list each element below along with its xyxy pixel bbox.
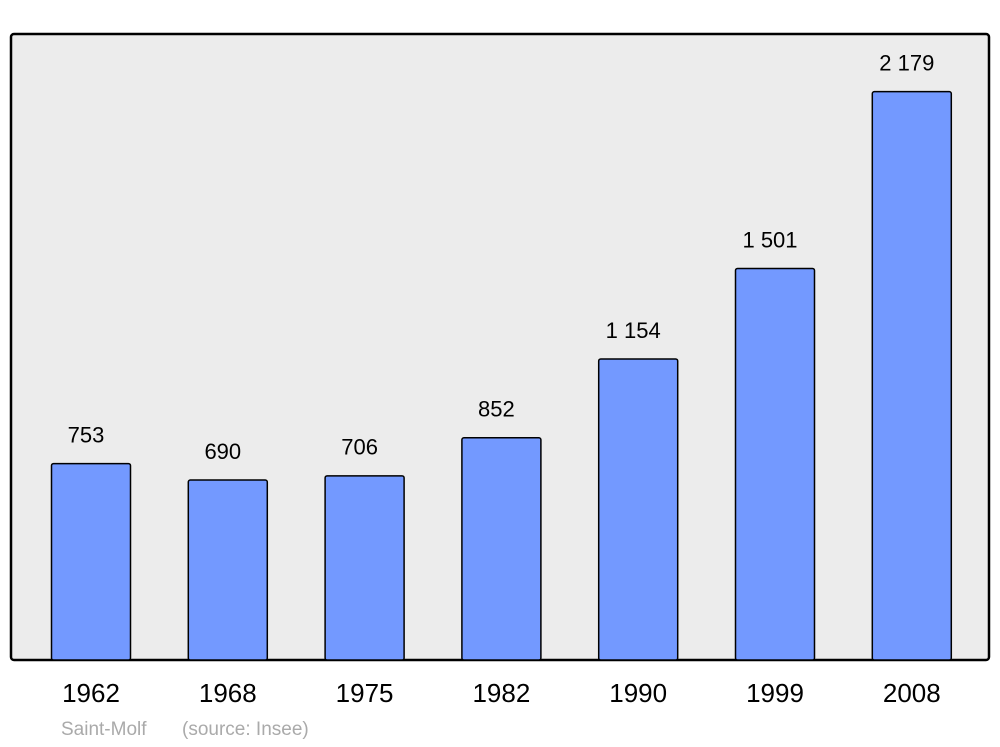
bar (461, 437, 542, 661)
bar (187, 479, 269, 661)
x-tick-label: 1982 (472, 678, 530, 708)
x-tick-label: 1975 (336, 678, 394, 708)
value-label: 1 154 (606, 318, 661, 343)
value-label: 753 (68, 422, 105, 447)
value-label: 706 (341, 435, 378, 460)
x-tick-label: 1962 (62, 678, 120, 708)
bar (597, 358, 679, 661)
x-tick-label: 1968 (199, 678, 257, 708)
bar (324, 475, 405, 661)
bar (871, 90, 953, 661)
value-label: 2 179 (879, 50, 934, 75)
x-tick-label: 1990 (609, 678, 667, 708)
x-tick-label: 2008 (883, 678, 941, 708)
value-label: 690 (204, 439, 241, 464)
source: (source: Insee) (182, 719, 309, 740)
bar (734, 267, 816, 661)
bar (50, 462, 132, 661)
value-label: 852 (478, 397, 515, 422)
value-label: 1 501 (742, 227, 797, 252)
x-tick-label: 1999 (746, 678, 804, 708)
caption: Saint-Molf (61, 719, 147, 740)
